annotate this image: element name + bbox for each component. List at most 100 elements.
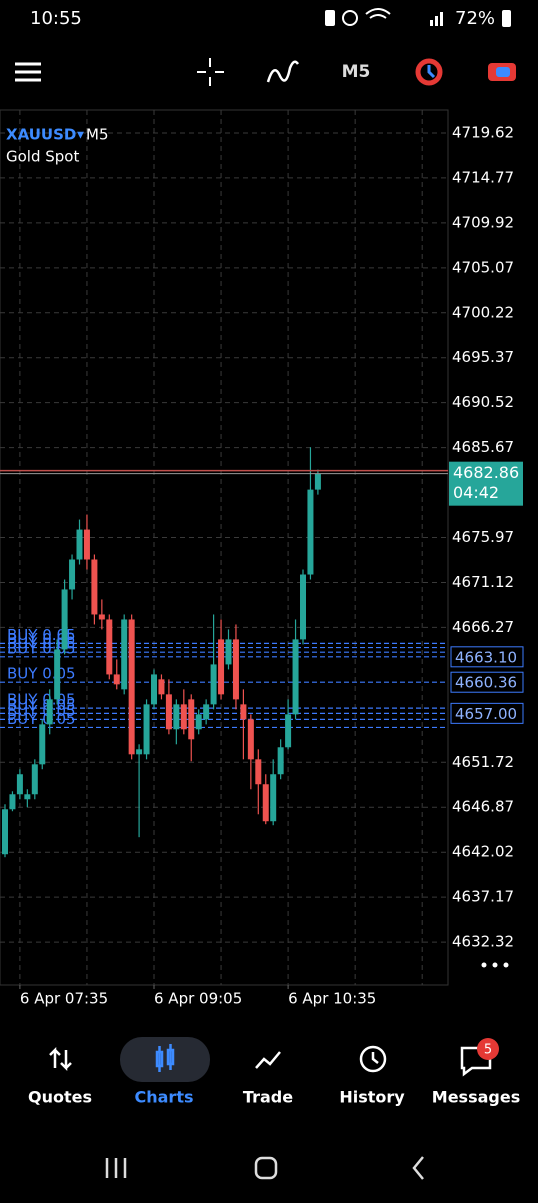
order-price-label: 4663.10 bbox=[455, 648, 517, 666]
candle-body bbox=[247, 719, 254, 760]
order-label: BUY 0.05 bbox=[7, 710, 76, 728]
nav-item[interactable]: Trade bbox=[243, 1088, 293, 1107]
candle-body bbox=[98, 614, 105, 620]
candle-body bbox=[203, 704, 210, 720]
badge-bg bbox=[477, 1038, 499, 1060]
nav-item[interactable]: Charts bbox=[135, 1088, 194, 1107]
system-nav bbox=[105, 1156, 424, 1180]
y-tick-label: 4690.52 bbox=[452, 393, 514, 411]
candle-body bbox=[188, 699, 195, 740]
candle-body bbox=[307, 489, 314, 575]
x-tick-label: 6 Apr 07:35 bbox=[20, 990, 108, 1008]
candle-body bbox=[31, 764, 38, 795]
timeframe-button[interactable]: M5 bbox=[342, 62, 371, 82]
plot-frame bbox=[0, 109, 449, 986]
candle-body bbox=[158, 679, 165, 695]
candle-body bbox=[218, 639, 225, 695]
candle-body bbox=[69, 559, 76, 590]
y-tick-label: 4675.97 bbox=[452, 528, 514, 546]
symbol-description: Gold Spot bbox=[6, 148, 79, 166]
badge: 5 bbox=[484, 1043, 492, 1058]
bottom-nav: Quotes Charts Trade History Messages 5 bbox=[28, 1038, 520, 1107]
candle-body bbox=[61, 589, 68, 650]
candle-body bbox=[24, 794, 31, 800]
y-tick-label: 4709.92 bbox=[452, 213, 514, 231]
candle-body bbox=[46, 699, 53, 725]
chart: 4632.32 4637.17 4642.02 4646.87 4651.72 4666.… bbox=[0, 109, 524, 1008]
candle-body bbox=[292, 639, 299, 715]
status-time: 10:55 bbox=[30, 8, 82, 29]
y-tick-label: 4651.72 bbox=[452, 753, 514, 771]
candle-body bbox=[277, 747, 284, 775]
candle-body bbox=[270, 774, 277, 822]
candle-body bbox=[173, 704, 180, 730]
candle-body bbox=[16, 774, 23, 795]
order-price-box bbox=[450, 671, 524, 693]
nav-item[interactable]: Quotes bbox=[28, 1088, 92, 1107]
candle-body bbox=[285, 714, 292, 748]
x-tick-label: 6 Apr 09:05 bbox=[154, 990, 242, 1008]
candle-body bbox=[113, 674, 120, 685]
candle-body bbox=[2, 809, 8, 855]
symbol[interactable]: XAUUSD bbox=[6, 126, 76, 144]
candle-body bbox=[9, 794, 16, 810]
y-tick-label: 4705.07 bbox=[452, 258, 514, 276]
candle-body bbox=[136, 749, 143, 755]
y-tick-label: 4700.22 bbox=[452, 303, 514, 321]
x-tick-label: 6 Apr 10:35 bbox=[288, 990, 376, 1008]
menu-button[interactable] bbox=[15, 62, 41, 82]
nav-item[interactable]: Messages bbox=[432, 1088, 520, 1107]
trading-icon bbox=[427, 65, 436, 79]
order-label: BUY 0.05 bbox=[7, 696, 76, 714]
order-price-box bbox=[450, 702, 524, 724]
candle-body bbox=[180, 704, 187, 730]
candle-body bbox=[143, 704, 150, 755]
candle-body bbox=[314, 473, 321, 490]
y-tick-label: 4714.77 bbox=[452, 168, 514, 186]
candle-body bbox=[232, 639, 239, 700]
candle-body bbox=[165, 694, 172, 730]
candle-body bbox=[54, 649, 61, 700]
candle-body bbox=[76, 529, 83, 560]
battery-icon bbox=[502, 10, 511, 27]
candle-body bbox=[39, 724, 46, 765]
candle-body bbox=[83, 529, 90, 560]
y-tick-label: 4719.62 bbox=[452, 123, 514, 141]
active-tab-background bbox=[120, 1037, 210, 1082]
trading-button[interactable] bbox=[415, 58, 443, 86]
y-tick-label: 4637.17 bbox=[452, 888, 514, 906]
y-tick-label: 4642.02 bbox=[452, 843, 514, 861]
candle-body bbox=[240, 704, 247, 720]
indicators-button[interactable] bbox=[266, 60, 300, 83]
nav-item[interactable]: History bbox=[339, 1088, 405, 1107]
order-label: BUY 0.05 bbox=[7, 665, 76, 683]
y-tick-label: 4671.12 bbox=[452, 573, 514, 591]
order-label: BUY 0.05 bbox=[7, 626, 76, 644]
order-icon bbox=[496, 67, 510, 77]
status-battery: 72% bbox=[455, 8, 495, 29]
order-label: BUY 0.05 bbox=[7, 702, 76, 720]
order-label: BUY 0.05 bbox=[7, 635, 76, 653]
candle-body bbox=[151, 674, 157, 705]
candle-body bbox=[121, 619, 128, 690]
candle-body bbox=[195, 714, 202, 730]
candle-body bbox=[262, 784, 269, 822]
y-tick-label: 4666.27 bbox=[452, 618, 514, 636]
order-price-label: 4657.00 bbox=[455, 705, 517, 723]
candle-body bbox=[106, 619, 113, 675]
order-label: BUY 0.05 bbox=[7, 630, 76, 648]
y-tick-label: 4646.87 bbox=[452, 798, 514, 816]
order-price-label: 4660.36 bbox=[455, 674, 517, 692]
chart-timeframe: M5 bbox=[86, 126, 109, 144]
countdown: 04:42 bbox=[453, 483, 499, 502]
more-button[interactable] bbox=[481, 962, 509, 968]
order-price-box bbox=[450, 646, 524, 668]
candle-body bbox=[225, 639, 232, 665]
candle-body bbox=[255, 759, 262, 785]
candle-body bbox=[210, 664, 217, 705]
status-icons bbox=[325, 8, 443, 26]
candle-body bbox=[91, 559, 98, 615]
candle-body bbox=[128, 619, 135, 755]
crosshair-button[interactable] bbox=[197, 58, 224, 86]
